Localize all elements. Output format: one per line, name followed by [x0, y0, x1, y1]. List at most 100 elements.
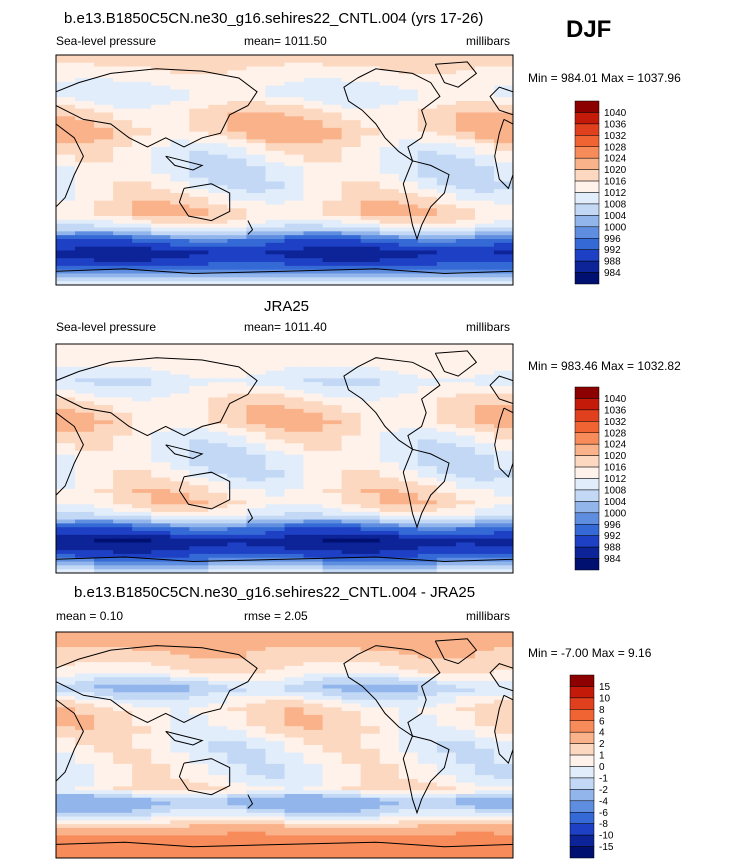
field-cell [455, 366, 476, 372]
field-cell [113, 733, 133, 739]
field-cell [265, 752, 286, 757]
field-cell [227, 550, 248, 555]
field-cell [284, 74, 305, 79]
field-cell [151, 450, 171, 456]
field-cell [493, 699, 513, 705]
field-cell [303, 139, 324, 144]
field-cell [436, 454, 457, 460]
field-cell [417, 632, 438, 637]
field-cell [246, 793, 267, 799]
field-cell [208, 181, 228, 186]
field-cell [227, 104, 248, 110]
field-cell [94, 854, 114, 858]
field-cell [436, 673, 457, 678]
field-cell [417, 62, 438, 68]
field-cell [208, 74, 228, 79]
field-cell [360, 58, 381, 64]
field-cell [189, 420, 209, 425]
field-cell [417, 196, 438, 202]
field-cell [265, 200, 286, 206]
field-cell [208, 378, 228, 383]
field-cell [151, 389, 171, 395]
field-cell [189, 805, 209, 810]
field-cell [189, 458, 209, 463]
field-cell [265, 427, 286, 433]
field-cell [379, 680, 400, 686]
field-cell [360, 778, 381, 784]
field-cell [246, 462, 267, 467]
field-cell [75, 793, 95, 799]
field-cell [113, 212, 133, 217]
field-cell [56, 124, 76, 129]
field-cell [284, 809, 305, 814]
field-cell [436, 78, 457, 83]
field-cell [246, 699, 267, 705]
field-cell [474, 569, 495, 573]
field-cell [474, 756, 495, 761]
field-cell [151, 673, 171, 678]
field-cell [113, 515, 133, 521]
field-cell [94, 139, 114, 144]
field-cell [208, 273, 228, 278]
field-cell [113, 424, 133, 429]
field-cell [94, 797, 114, 803]
field-cell [474, 70, 495, 75]
field-cell [132, 212, 152, 217]
field-cell [189, 273, 209, 278]
field-cell [151, 569, 171, 573]
field-cell [284, 347, 305, 353]
field-cell [360, 246, 381, 252]
field-cell [170, 58, 190, 64]
field-cell [132, 235, 152, 240]
field-cell [379, 143, 400, 148]
field-cell [284, 239, 305, 244]
field-cell [417, 389, 438, 395]
field-cell [189, 553, 209, 559]
field-cell [474, 481, 495, 486]
field-cell [265, 714, 286, 720]
field-cell [360, 711, 381, 716]
field-cell [341, 839, 362, 844]
field-cell [455, 170, 476, 175]
field-cell [94, 729, 114, 735]
field-cell [94, 632, 114, 637]
field-cell [113, 162, 133, 167]
field-cell [284, 797, 305, 803]
field-cell [56, 81, 76, 87]
field-cell [455, 351, 476, 357]
field-cell [474, 89, 495, 94]
field-cell [322, 639, 343, 644]
field-cell [246, 70, 267, 75]
field-cell [265, 277, 286, 282]
field-cell [227, 450, 248, 456]
field-cell [132, 481, 152, 486]
field-cell [151, 189, 171, 194]
field-cell [75, 707, 95, 712]
field-cell [379, 771, 400, 776]
field-cell [189, 809, 209, 814]
field-cell [474, 212, 495, 217]
field-cell [208, 416, 228, 421]
field-cell [170, 124, 190, 129]
field-cell [474, 242, 495, 248]
field-cell [303, 239, 324, 244]
field-cell [208, 216, 228, 221]
field-cell [360, 809, 381, 814]
colorbar-swatch [569, 731, 595, 744]
field-cell [398, 408, 419, 414]
field-cell [132, 684, 152, 690]
field-cell [341, 635, 362, 641]
field-cell [379, 351, 400, 357]
field-cell [474, 688, 495, 693]
field-cell [284, 273, 305, 278]
field-cell [113, 775, 133, 780]
field-cell [436, 745, 457, 750]
field-cell [132, 639, 152, 644]
colorbar-swatch [574, 169, 600, 182]
field-cell [113, 344, 133, 349]
field-cell [227, 481, 248, 486]
field-cell [379, 639, 400, 644]
field-cell [246, 553, 267, 559]
field-cell [455, 193, 476, 198]
field-cell [474, 553, 495, 559]
